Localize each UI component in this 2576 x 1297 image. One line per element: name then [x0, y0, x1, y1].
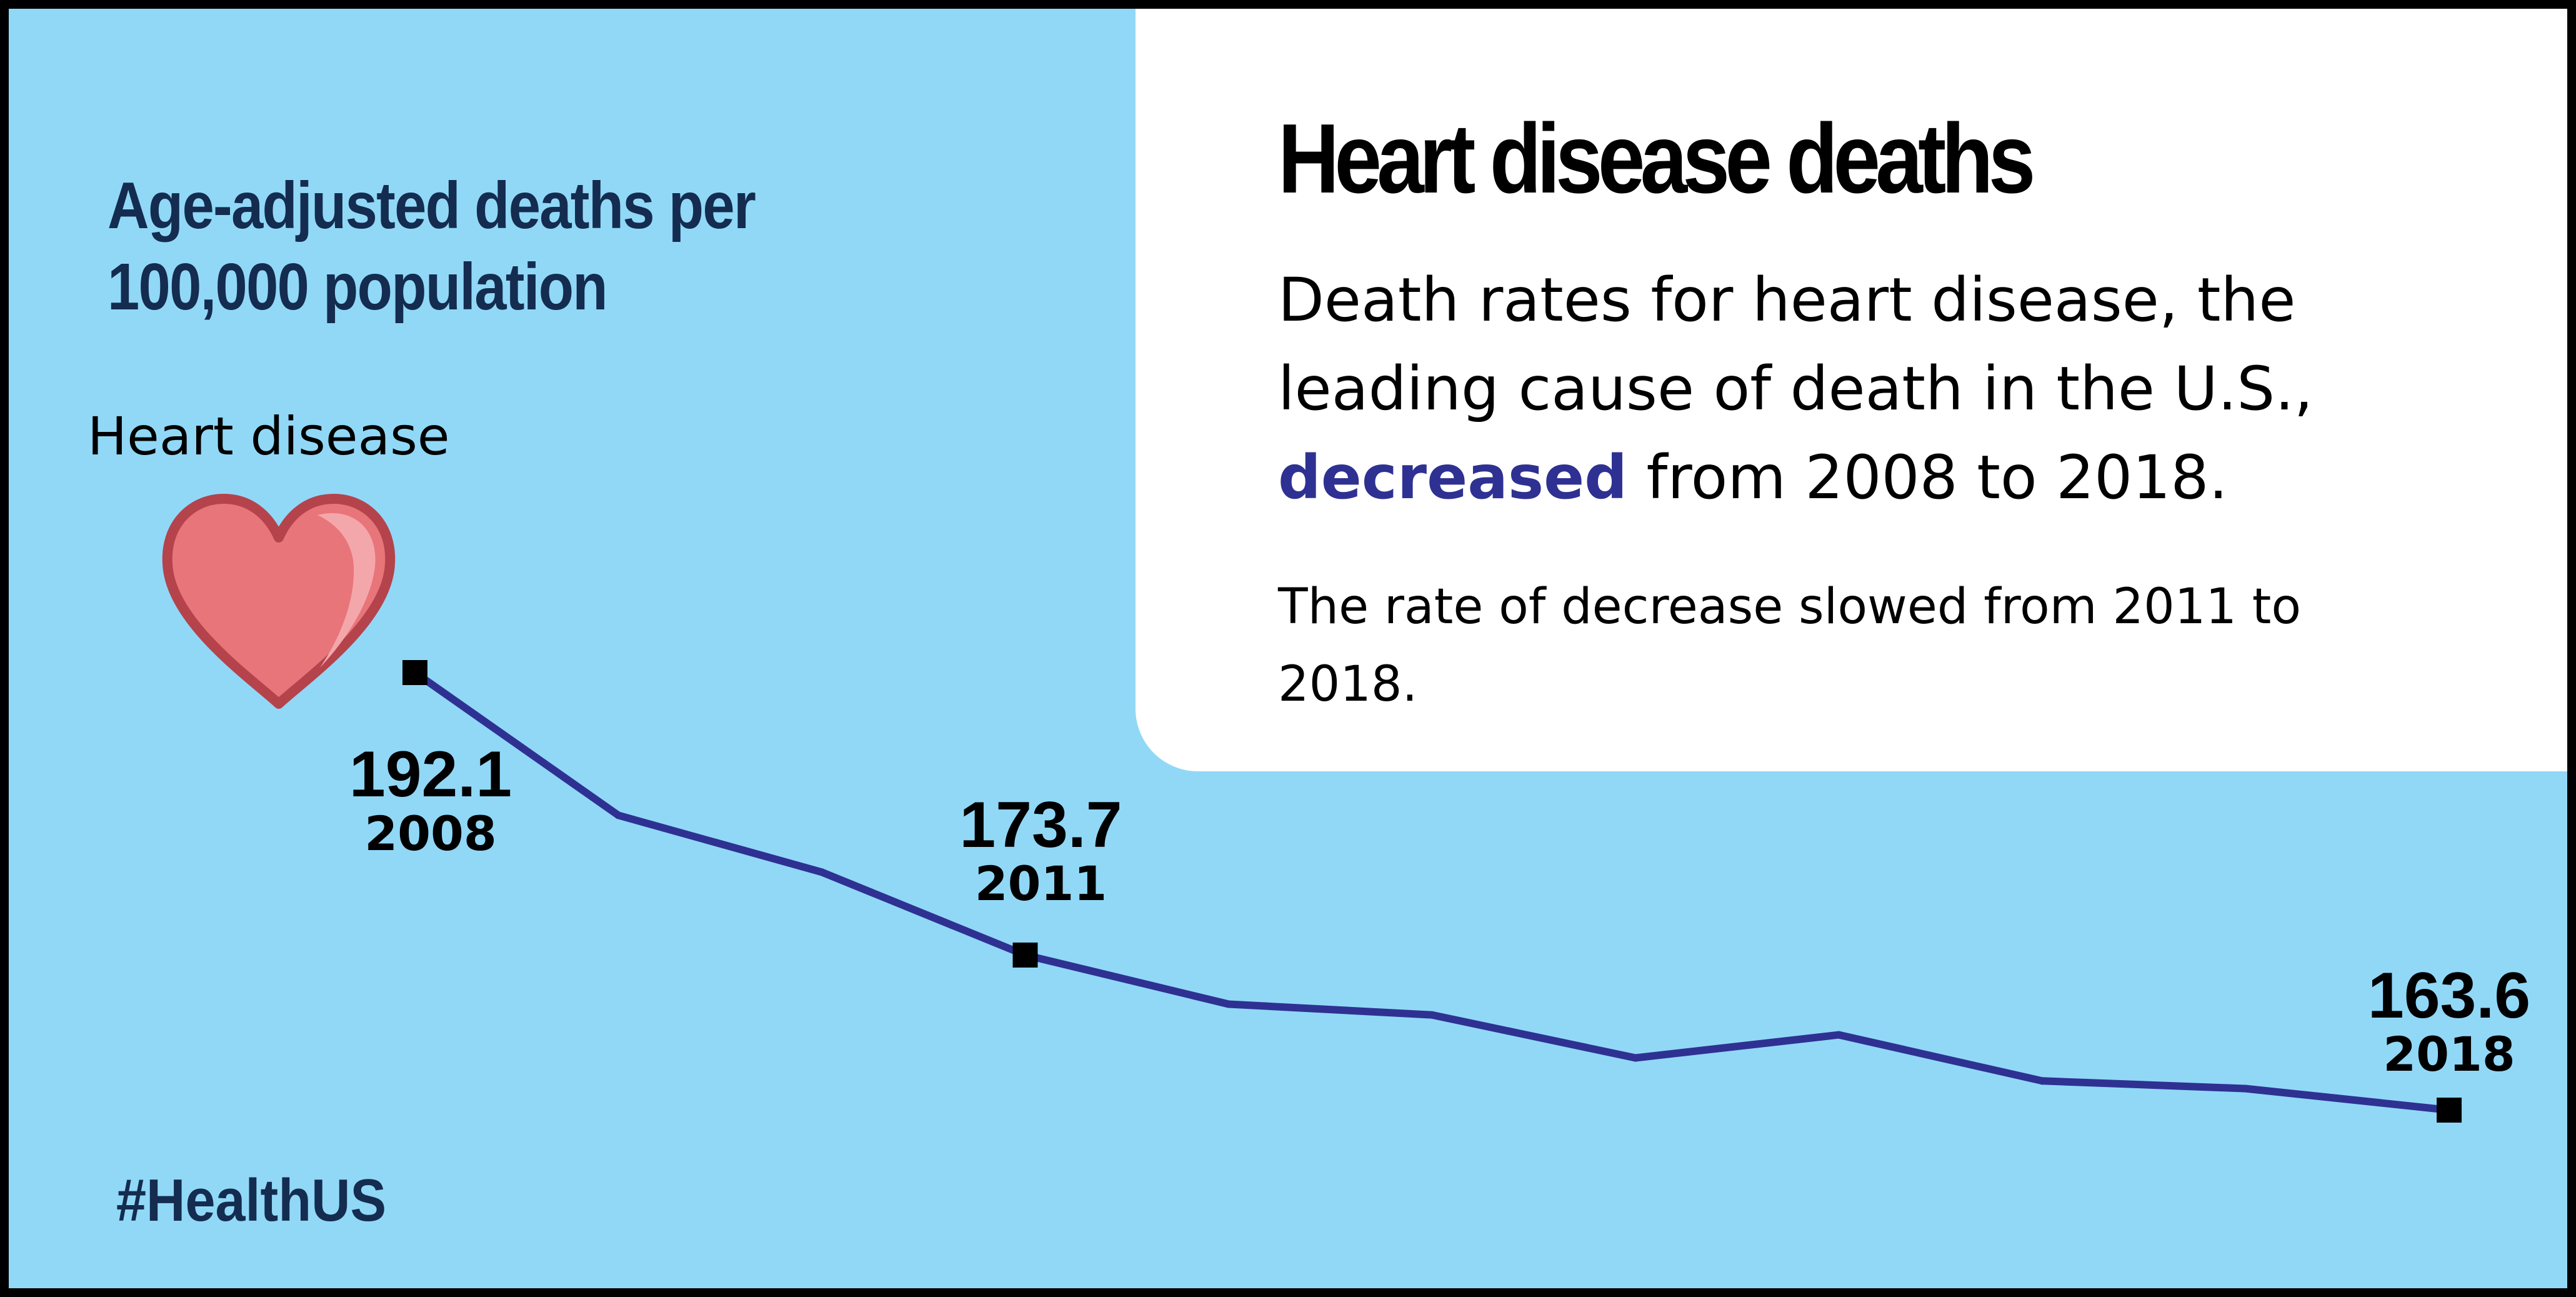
lead-text-end: from 2008 to 2018. [1627, 443, 2228, 513]
marker-2011 [1012, 942, 1038, 968]
value-label-2008: 192.1 [349, 738, 512, 811]
heart-highlight [317, 513, 376, 668]
data-point-2016 [2039, 1077, 2046, 1085]
year-label-2018: 2018 [2383, 1026, 2515, 1082]
card-title: Heart disease deaths [1278, 104, 2035, 214]
data-point-2013 [1428, 1011, 1436, 1019]
lead-text: Death rates for heart disease, the leadi… [1278, 256, 2340, 522]
marker-2018 [2437, 1098, 2462, 1123]
year-label-2008: 2008 [364, 806, 497, 861]
series-line-heart-disease [412, 669, 2450, 1114]
year-label-2011: 2011 [975, 856, 1107, 911]
series-marker-layer [402, 660, 2462, 1123]
data-point-2012 [1225, 1000, 1232, 1008]
data-point-2015 [1835, 1031, 1843, 1039]
hashtag: #HealthUS [116, 1167, 387, 1234]
data-point-2014 [1632, 1054, 1639, 1062]
series-line-layer [411, 669, 2453, 1114]
data-point-2009 [614, 811, 622, 819]
value-label-2011: 173.7 [959, 789, 1122, 861]
y-axis-label-line2: 100,000 population [107, 250, 608, 324]
data-point-2010 [818, 868, 826, 876]
y-axis-label-line1: Age-adjusted deaths per [107, 169, 756, 243]
series-name: Heart disease [87, 406, 450, 467]
marker-2008 [402, 660, 427, 685]
lead-text-start: Death rates for heart disease, the leadi… [1278, 265, 2314, 424]
heart-shape [162, 494, 396, 709]
data-point-2017 [2242, 1084, 2250, 1093]
value-label-2018: 163.6 [2368, 959, 2530, 1032]
y-axis-label: Age-adjusted deaths per 100,000 populatio… [107, 165, 760, 328]
summary-card: Heart disease deaths Death rates for hea… [1136, 9, 2567, 771]
sub-text: The rate of decrease slowed from 2011 to… [1278, 579, 2302, 713]
heart-icon [162, 494, 396, 709]
lead-emphasis: decreased [1278, 443, 1627, 513]
